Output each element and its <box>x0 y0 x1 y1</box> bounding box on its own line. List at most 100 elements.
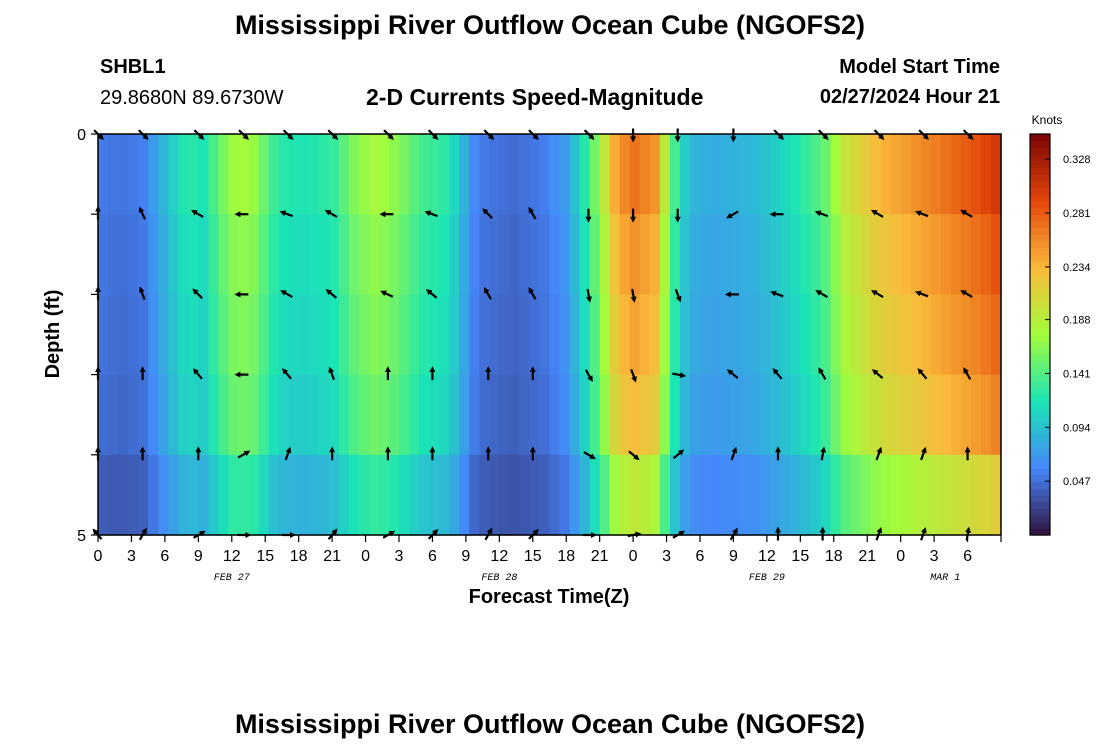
colorbar-tick-label: 0.281 <box>1063 208 1091 220</box>
heatmap-cell <box>770 374 781 456</box>
heatmap-cell <box>298 214 310 295</box>
heatmap-cell <box>910 214 922 295</box>
heatmap-cell <box>388 374 400 456</box>
heatmap-cell <box>429 374 440 456</box>
heatmap-cell <box>659 374 671 456</box>
colorbar-segment <box>1030 347 1050 356</box>
heatmap-cell <box>338 134 350 215</box>
colorbar-segment <box>1030 468 1050 476</box>
heatmap-cell <box>549 214 561 295</box>
date-label: MAR 1 <box>930 573 960 584</box>
heatmap-cell <box>378 454 390 536</box>
x-tick-label: 0 <box>629 548 638 565</box>
heatmap-cell <box>258 214 270 295</box>
heatmap-cell <box>960 294 972 376</box>
heatmap-cell <box>459 214 470 295</box>
model-start-value: 02/27/2024 Hour 21 <box>819 86 1000 108</box>
heatmap-cell <box>378 214 390 295</box>
current-vector-arrow <box>324 209 338 218</box>
current-vector-arrow <box>138 286 146 300</box>
heatmap-cell <box>278 454 290 536</box>
heatmap-cell <box>990 214 1002 295</box>
heatmap-cell <box>168 214 179 295</box>
colorbar-segment <box>1030 281 1050 289</box>
heatmap-cell <box>649 374 661 456</box>
heatmap-cell <box>890 294 902 376</box>
heatmap-cell <box>529 374 541 456</box>
current-vector-arrow <box>772 368 783 380</box>
heatmap-cell <box>549 454 561 536</box>
heatmap-cell <box>880 454 892 536</box>
heatmap-cell <box>519 374 531 456</box>
heatmap-cell <box>689 454 701 536</box>
heatmap-cell <box>338 374 350 456</box>
colorbar-segment <box>1030 301 1050 309</box>
heatmap-cell <box>188 454 199 536</box>
heatmap-cell <box>218 374 230 456</box>
heatmap-cell <box>439 294 450 376</box>
heatmap-cell <box>810 294 821 376</box>
heatmap-cell <box>770 454 781 536</box>
heatmap-cell <box>800 454 811 536</box>
heatmap-cell <box>539 454 551 536</box>
heatmap-cell <box>900 454 912 536</box>
heatmap-cell <box>108 374 119 456</box>
x-tick-label: 9 <box>194 548 203 565</box>
colorbar-segment <box>1030 494 1050 503</box>
heatmap-cell <box>740 454 751 536</box>
heatmap-cell <box>449 454 460 536</box>
heatmap-cell <box>619 374 631 456</box>
axes: 0 3 6 9 12 15 18 21 0 3 6 9 12 15 18 21 0 3 6 9 12 15 18 21 0 3 6 F… <box>77 127 1002 584</box>
heatmap-cell <box>308 374 320 456</box>
heatmap-cell <box>449 294 460 376</box>
heatmap-cell <box>218 294 230 376</box>
heatmap-cell <box>669 294 681 376</box>
heatmap-cell <box>519 134 531 215</box>
heatmap-cell <box>820 214 832 295</box>
heatmap-cell <box>960 134 972 215</box>
heatmap-cell <box>358 134 370 215</box>
colorbar-segment <box>1030 421 1050 429</box>
heatmap-cell <box>579 454 591 536</box>
x-tick-label: 18 <box>290 548 308 565</box>
heatmap-cell <box>810 454 821 536</box>
heatmap-cell <box>208 374 219 456</box>
heatmap-cell <box>970 454 982 536</box>
current-vector-arrow <box>425 288 438 299</box>
station-coordinates: 29.8680N 89.6730W <box>100 87 284 109</box>
heatmap-cell <box>218 134 230 215</box>
current-vector-arrow <box>328 366 336 381</box>
heatmap-cell <box>990 294 1002 376</box>
heatmap-cell <box>790 454 801 536</box>
colorbar-segment <box>1030 354 1050 362</box>
heatmap-cell <box>820 294 832 376</box>
current-vector-arrow <box>960 209 973 218</box>
heatmap-cell <box>629 214 641 295</box>
heatmap-cell <box>870 374 882 456</box>
heatmap-cell <box>890 214 902 295</box>
heatmap-cell <box>529 454 541 536</box>
heatmap-cell <box>148 294 159 376</box>
heatmap-cell <box>679 134 691 215</box>
heatmap-cell <box>609 294 621 376</box>
heatmap-cell <box>850 454 862 536</box>
current-vector-arrow <box>583 451 596 460</box>
heatmap-cell <box>559 214 571 295</box>
heatmap-cell <box>278 214 290 295</box>
current-vector-arrow <box>528 206 537 220</box>
current-vector-arrow <box>482 208 493 219</box>
heatmap-cell <box>589 214 601 295</box>
heatmap-cell <box>328 214 340 295</box>
heatmap-cell <box>268 214 280 295</box>
heatmap-cell <box>118 294 129 376</box>
colorbar-tick-label: 0.234 <box>1063 262 1091 274</box>
colorbar-segment <box>1030 220 1050 229</box>
colorbar-segment <box>1030 341 1050 349</box>
heatmap-cell <box>188 214 199 295</box>
heatmap-cell <box>900 294 912 376</box>
heatmap-cell <box>178 374 189 456</box>
heatmap-cell <box>338 454 350 536</box>
heatmap-cell <box>569 454 581 536</box>
heatmap-cell <box>710 214 721 295</box>
current-vector-arrow <box>282 368 292 380</box>
